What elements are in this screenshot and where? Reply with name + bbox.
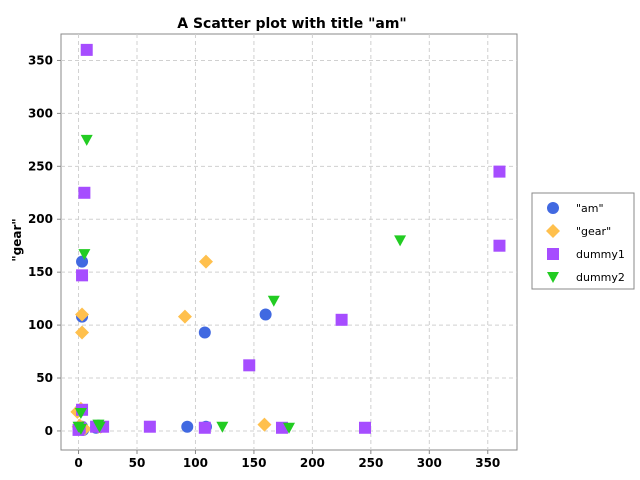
- data-point: [283, 422, 295, 434]
- data-point: [72, 421, 85, 433]
- legend: "am" "gear" dummy1 dummy2: [531, 192, 635, 290]
- legend-marker: [547, 202, 559, 214]
- data-point: [80, 43, 93, 56]
- y-tick-label: 150: [28, 265, 53, 279]
- data-point: [394, 235, 407, 247]
- y-axis-label: "gear": [10, 218, 24, 261]
- legend-marker: [546, 224, 560, 238]
- y-tick-label: 0: [45, 424, 53, 438]
- data-point: [216, 421, 229, 433]
- data-point: [198, 421, 211, 434]
- data-points: [70, 43, 506, 436]
- data-point: [198, 254, 213, 269]
- data-point: [243, 359, 256, 372]
- legend-label: "gear": [576, 225, 611, 238]
- data-point: [267, 295, 280, 307]
- data-point: [493, 239, 506, 252]
- axis-ticks: 0 50 100 150 200 250 300 350 0 50 100 150 200 250 300 3…: [28, 53, 500, 470]
- legend-label: dummy2: [576, 271, 625, 284]
- data-point: [80, 134, 93, 146]
- x-tick-label: 300: [417, 456, 442, 470]
- y-tick-label: 350: [28, 53, 53, 67]
- data-point: [177, 309, 192, 324]
- series-4: [72, 134, 407, 435]
- data-point: [335, 313, 348, 326]
- x-tick-label: 350: [475, 456, 500, 470]
- legend-label: dummy1: [576, 248, 625, 261]
- data-point: [257, 417, 272, 432]
- y-tick-label: 200: [28, 212, 53, 226]
- x-tick-label: 50: [129, 456, 146, 470]
- data-point: [75, 325, 90, 340]
- data-point: [78, 249, 91, 261]
- plot-frame: [60, 33, 518, 451]
- data-point: [78, 186, 91, 199]
- data-point: [76, 255, 89, 268]
- data-point: [76, 269, 89, 282]
- x-tick-label: 200: [300, 456, 325, 470]
- chart-title: A Scatter plot with title "am": [177, 16, 406, 32]
- data-point: [92, 419, 105, 431]
- legend-marker: [547, 248, 559, 260]
- series-3: [72, 43, 506, 436]
- plot-area: [60, 33, 518, 451]
- y-tick-label: 50: [36, 371, 53, 385]
- x-tick-label: 100: [183, 456, 208, 470]
- grid-lines: [61, 34, 517, 450]
- data-point: [493, 165, 506, 178]
- x-tick-label: 0: [74, 456, 82, 470]
- x-tick-label: 250: [358, 456, 383, 470]
- y-tick-label: 250: [28, 159, 53, 173]
- x-tick-label: 150: [241, 456, 266, 470]
- data-point: [359, 421, 371, 434]
- data-point: [143, 420, 156, 433]
- y-tick-label: 300: [28, 106, 53, 120]
- y-tick-label: 100: [28, 318, 53, 332]
- data-point: [75, 307, 90, 322]
- legend-marker: [547, 272, 559, 283]
- data-point: [198, 326, 211, 339]
- data-point: [259, 308, 272, 321]
- data-point: [74, 407, 87, 419]
- legend-label: "am": [576, 202, 604, 215]
- data-point: [181, 420, 194, 433]
